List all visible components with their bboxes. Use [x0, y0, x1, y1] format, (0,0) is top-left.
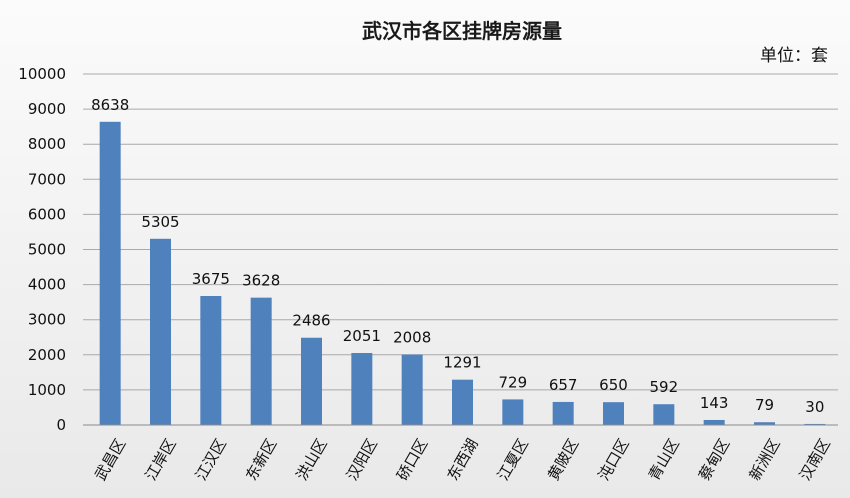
data-label: 729 — [499, 373, 528, 391]
y-tick-label: 6000 — [28, 205, 66, 223]
bar — [99, 121, 121, 425]
data-labels: 8638 5305 3675 3628 2486 2051 2008 1291 729 657 65… — [91, 96, 824, 416]
y-tick-label: 8000 — [28, 135, 66, 153]
y-axis-ticks: 0 1000 2000 3000 4000 5000 6000 7000 8000 9000 100… — [18, 65, 66, 434]
x-tick-label: 黄陂区 — [544, 436, 582, 484]
data-label: 143 — [700, 394, 729, 412]
data-label: 8638 — [91, 96, 129, 114]
x-tick-label: 江夏区 — [494, 436, 532, 484]
bar — [250, 297, 272, 425]
x-tick-label: 硚口区 — [393, 436, 431, 484]
bar — [603, 402, 624, 425]
y-tick-label: 9000 — [28, 100, 66, 118]
data-label: 2051 — [343, 327, 381, 345]
data-label: 592 — [650, 378, 679, 396]
y-tick-label: 5000 — [28, 241, 66, 259]
bar — [200, 296, 222, 425]
x-tick-label: 江汉区 — [192, 436, 230, 484]
data-label: 5305 — [141, 213, 179, 231]
data-label: 3675 — [192, 270, 230, 288]
x-tick-label: 蔡甸区 — [695, 436, 733, 484]
data-label: 79 — [755, 396, 774, 414]
x-tick-label: 洪山区 — [293, 436, 331, 484]
data-label: 3628 — [242, 272, 280, 290]
bar — [502, 399, 524, 425]
x-tick-label: 汉南区 — [796, 436, 834, 484]
x-tick-label: 东新区 — [242, 436, 280, 484]
x-tick-label: 东西湖 — [444, 436, 482, 484]
bars — [99, 121, 826, 425]
bar — [452, 379, 473, 425]
data-label: 650 — [599, 376, 628, 394]
y-tick-label: 3000 — [28, 311, 66, 329]
data-label: 657 — [549, 376, 578, 394]
bar — [401, 354, 423, 425]
x-tick-label: 沌口区 — [595, 436, 633, 484]
chart-title: 武汉市各区挂牌房源量 — [362, 19, 562, 43]
bar — [150, 238, 171, 425]
data-label: 2486 — [292, 312, 330, 330]
bar — [653, 404, 675, 425]
x-tick-label: 青山区 — [645, 436, 683, 484]
data-label: 2008 — [393, 329, 431, 347]
x-tick-label: 新洲区 — [746, 436, 784, 484]
y-tick-label: 0 — [56, 416, 66, 434]
x-axis-categories: 武昌区 江岸区 江汉区 东新区 洪山区 汉阳区 硚口区 东西湖 江夏区 黄陂区 沌口区 青山区 蔡甸区新… — [91, 436, 834, 484]
bar — [754, 422, 775, 425]
y-tick-label: 10000 — [18, 65, 66, 83]
bar — [351, 353, 373, 425]
bar — [552, 401, 574, 425]
y-tick-label: 7000 — [28, 170, 66, 188]
x-tick-label: 武昌区 — [91, 436, 129, 484]
y-tick-label: 1000 — [28, 381, 66, 399]
gridlines — [83, 73, 838, 391]
bar — [703, 419, 725, 425]
y-tick-label: 2000 — [28, 346, 66, 364]
bar — [301, 337, 322, 425]
bar — [804, 423, 826, 425]
data-label: 30 — [805, 398, 824, 416]
x-tick-label: 江岸区 — [142, 436, 180, 484]
x-tick-label: 汉阳区 — [343, 436, 381, 484]
data-label: 1291 — [443, 354, 481, 372]
unit-label: 单位：套 — [760, 46, 828, 66]
y-tick-label: 4000 — [28, 276, 66, 294]
